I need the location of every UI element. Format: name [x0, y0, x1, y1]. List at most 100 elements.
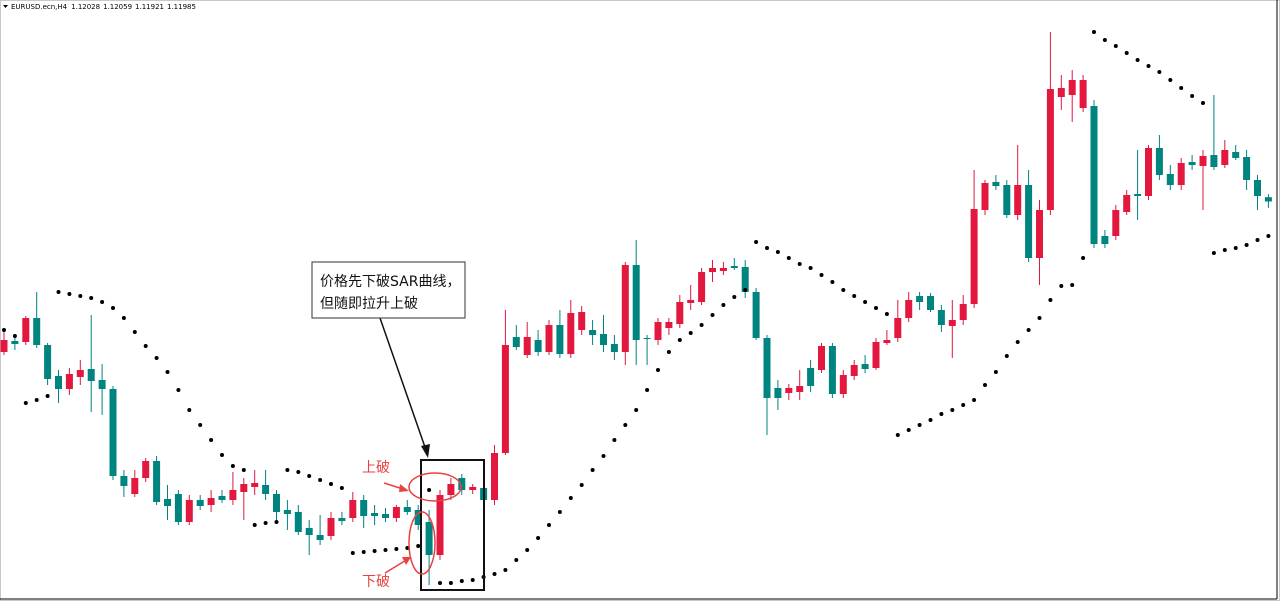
candle-body: [392, 507, 400, 518]
candle-body: [709, 268, 716, 272]
sar-dot: [601, 454, 606, 458]
candle-body: [98, 380, 106, 389]
sar-dot: [874, 306, 878, 310]
header-close: 1.11985: [167, 3, 196, 11]
sar-dot: [121, 316, 126, 320]
candle-body: [872, 342, 880, 368]
candle-body: [33, 318, 41, 345]
sar-dot: [1211, 251, 1216, 255]
candle-body: [937, 310, 945, 325]
candle-body: [752, 292, 760, 338]
candle-body: [349, 500, 357, 518]
sar-dot: [1255, 238, 1260, 242]
candle-body: [262, 485, 270, 494]
candle-body: [1232, 152, 1240, 158]
sar-dot: [666, 350, 671, 354]
callout-text: 但随即拉升上破: [320, 296, 418, 312]
sar-dot: [23, 401, 28, 405]
sar-dot: [263, 521, 268, 525]
highlight-box: [420, 459, 485, 591]
sar-dot: [1233, 246, 1238, 250]
sar-dot: [819, 273, 824, 277]
candle-body: [512, 337, 520, 347]
break-down-label: 下破: [362, 574, 390, 590]
candle-body: [360, 500, 368, 516]
chart-header: EURUSD.ecn,H4 1.12028 1.12059 1.11921 1.1198…: [11, 3, 196, 11]
sar-dot: [383, 548, 388, 552]
sar-dot: [1081, 256, 1086, 260]
candle-body: [283, 510, 291, 514]
candle-body: [654, 322, 662, 340]
candle-body: [610, 344, 618, 352]
candle-body: [22, 318, 30, 342]
candle-body: [1014, 185, 1022, 215]
sar-dot: [350, 551, 355, 555]
sar-dot: [775, 250, 780, 254]
candle-body: [643, 338, 651, 339]
sar-dot: [1102, 38, 1107, 42]
sar-dot: [1179, 86, 1184, 90]
sar-dot: [438, 581, 442, 585]
sar-dot: [361, 550, 366, 554]
candle-body: [523, 337, 531, 355]
sar-dot: [2, 328, 6, 332]
sar-dot: [590, 468, 595, 472]
sar-dot: [111, 306, 115, 310]
sar-dot: [67, 292, 72, 296]
sar-dot: [285, 468, 290, 472]
sar-dot: [241, 468, 246, 472]
sar-dot: [514, 558, 519, 562]
candle-body: [1221, 150, 1229, 165]
candle-body: [1145, 148, 1152, 196]
candle-body: [403, 507, 411, 512]
sar-dot: [1135, 58, 1140, 62]
sar-dot: [754, 240, 759, 244]
sar-dot: [743, 288, 748, 292]
candle-body: [785, 388, 793, 393]
sar-dot: [187, 408, 192, 412]
sar-dot: [45, 394, 50, 398]
candle-body: [207, 498, 215, 505]
candle-body: [153, 461, 161, 502]
sar-dot: [983, 383, 987, 387]
candle-body: [600, 334, 607, 345]
sar-dot: [165, 370, 170, 374]
sar-dot: [1168, 78, 1173, 82]
candle-body: [55, 376, 62, 389]
sar-dot: [939, 412, 944, 416]
candle-body: [305, 528, 313, 535]
sar-dot: [1266, 234, 1271, 238]
candle-body: [109, 389, 117, 476]
sar-dot: [721, 303, 726, 307]
sar-dot: [547, 523, 551, 527]
candle-body: [1036, 210, 1043, 258]
candle-body: [0, 340, 8, 352]
sar-dot: [394, 547, 399, 551]
sar-dot: [132, 330, 137, 334]
sar-dot: [1048, 298, 1053, 302]
sar-dot: [307, 474, 312, 478]
sar-dot: [917, 423, 922, 427]
sar-dot: [1190, 94, 1195, 98]
sar-dot: [1201, 101, 1205, 105]
sar-dot: [448, 581, 453, 585]
candle-body: [120, 476, 128, 486]
candle-body: [76, 370, 84, 377]
candle-body: [698, 272, 706, 302]
candle-body: [491, 453, 498, 500]
sar-dot: [1004, 354, 1009, 358]
sar-dot: [732, 295, 737, 299]
sar-dot: [972, 398, 977, 402]
sar-dot: [950, 408, 955, 412]
sar-dot: [568, 496, 573, 500]
sar-dot: [427, 488, 432, 492]
sar-dot: [612, 438, 617, 442]
sar-dot: [143, 344, 148, 348]
candle-body: [251, 483, 259, 487]
sar-dot: [56, 290, 61, 294]
sar-dot: [688, 331, 693, 335]
candle-body: [818, 346, 825, 370]
candle-body: [796, 386, 804, 392]
candle-body: [1243, 157, 1251, 180]
sar-dot: [1157, 70, 1162, 74]
